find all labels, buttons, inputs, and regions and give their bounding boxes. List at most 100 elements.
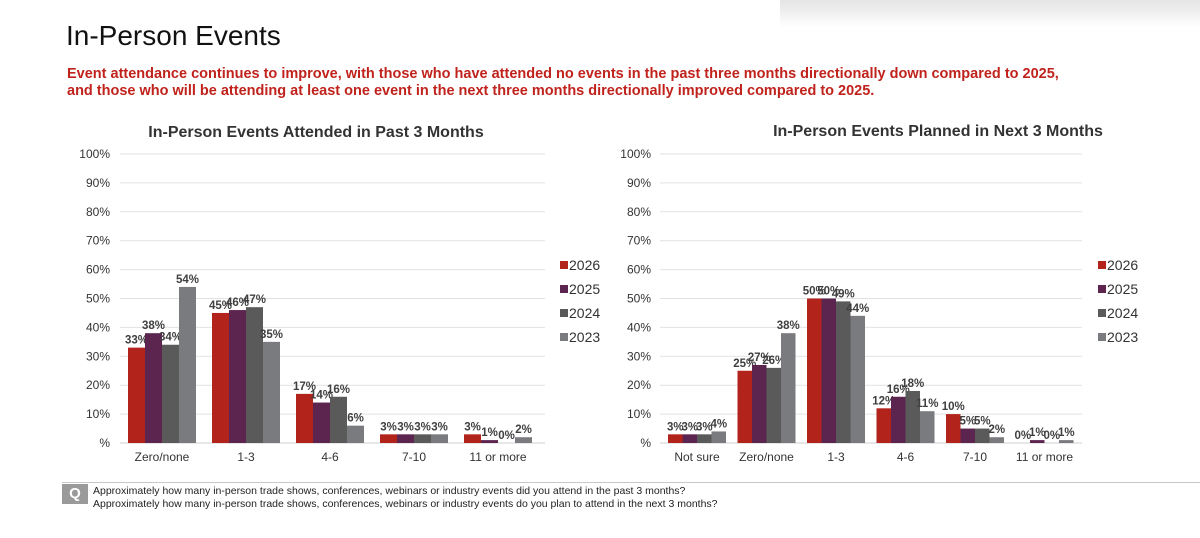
bar-2023 bbox=[850, 315, 865, 443]
legend-label: 2024 bbox=[569, 305, 600, 321]
bar-2025 bbox=[229, 310, 246, 443]
bar-2023 bbox=[920, 411, 935, 443]
y-tick-label: 10% bbox=[627, 407, 651, 421]
data-label: 49% bbox=[832, 288, 855, 300]
data-label: 1% bbox=[481, 427, 498, 439]
x-tick-label: 4-6 bbox=[897, 450, 915, 464]
data-label: 12% bbox=[872, 395, 895, 407]
data-label: 47% bbox=[243, 294, 266, 306]
data-label: 18% bbox=[901, 378, 924, 390]
data-label: 0% bbox=[498, 430, 515, 442]
legend-label: 2025 bbox=[569, 281, 600, 297]
bar-2023 bbox=[781, 333, 796, 443]
bar-2023 bbox=[431, 434, 448, 443]
bar-2024 bbox=[414, 434, 431, 443]
data-label: 25% bbox=[733, 358, 756, 370]
bar-2026 bbox=[737, 370, 752, 443]
legend-swatch-2025 bbox=[1098, 285, 1106, 293]
y-tick-label: 10% bbox=[86, 407, 110, 421]
bar-2026 bbox=[668, 434, 683, 443]
y-tick-label: 30% bbox=[627, 349, 651, 363]
bar-2024 bbox=[836, 301, 851, 443]
legend-label: 2026 bbox=[1107, 257, 1138, 273]
bar-2026 bbox=[464, 434, 481, 443]
data-label: 3% bbox=[464, 421, 481, 433]
data-label: 45% bbox=[209, 300, 232, 312]
legend-label: 2024 bbox=[1107, 305, 1138, 321]
data-label: 17% bbox=[293, 381, 316, 393]
bar-2025 bbox=[313, 402, 330, 443]
y-tick-label: 50% bbox=[86, 292, 110, 306]
data-label: 2% bbox=[988, 424, 1005, 436]
subtitle-line-2: and those who will be attending at least… bbox=[67, 83, 875, 99]
data-label: 44% bbox=[846, 303, 869, 315]
top-shadow bbox=[780, 0, 1200, 28]
data-label: 4% bbox=[710, 418, 727, 430]
data-label: 34% bbox=[159, 332, 182, 344]
bar-2024 bbox=[330, 396, 347, 443]
bar-2024 bbox=[162, 344, 179, 443]
data-label: 46% bbox=[226, 297, 249, 309]
question-icon: Q bbox=[62, 484, 88, 504]
data-label: 0% bbox=[1043, 430, 1060, 442]
legend-swatch-2025 bbox=[560, 285, 568, 293]
data-label: 5% bbox=[974, 416, 991, 428]
y-tick-label: 60% bbox=[627, 263, 651, 277]
data-label: 3% bbox=[667, 421, 684, 433]
x-tick-label: Zero/none bbox=[739, 450, 794, 464]
bar-2026 bbox=[296, 393, 313, 443]
y-tick-label: 80% bbox=[627, 205, 651, 219]
data-label: 3% bbox=[397, 421, 414, 433]
bar-2026 bbox=[128, 347, 145, 443]
x-tick-label: Not sure bbox=[674, 450, 720, 464]
bar-2024 bbox=[975, 428, 990, 443]
bar-2023 bbox=[711, 431, 726, 443]
y-tick-label: 20% bbox=[627, 378, 651, 392]
data-label: 50% bbox=[817, 286, 840, 298]
bar-2023 bbox=[179, 286, 196, 443]
bar-2025 bbox=[1030, 440, 1045, 443]
data-label: 3% bbox=[380, 421, 397, 433]
bar-2023 bbox=[1059, 440, 1074, 443]
bar-2025 bbox=[752, 364, 767, 443]
y-tick-label: 70% bbox=[627, 234, 651, 248]
bar-2024 bbox=[905, 390, 920, 443]
chart-title: In-Person Events Planned in Next 3 Month… bbox=[773, 123, 1103, 140]
bar-2023 bbox=[347, 425, 364, 443]
footer-questions: Approximately how many in-person trade s… bbox=[93, 485, 718, 511]
data-label: 54% bbox=[176, 274, 199, 286]
legend-label: 2026 bbox=[569, 257, 600, 273]
y-tick-label: 90% bbox=[86, 176, 110, 190]
bar-2026 bbox=[876, 408, 891, 443]
data-label: 3% bbox=[414, 421, 431, 433]
data-label: 1% bbox=[1058, 427, 1075, 439]
data-label: 3% bbox=[696, 421, 713, 433]
data-label: 3% bbox=[431, 421, 448, 433]
footer-divider bbox=[62, 482, 1200, 483]
x-tick-label: 11 or more bbox=[1016, 450, 1073, 464]
y-tick-label: 20% bbox=[86, 378, 110, 392]
x-tick-label: 7-10 bbox=[963, 450, 987, 464]
legend-swatch-2026 bbox=[1098, 261, 1106, 269]
legend-label: 2025 bbox=[1107, 281, 1138, 297]
legend-swatch-2023 bbox=[1098, 333, 1106, 341]
bar-2025 bbox=[145, 333, 162, 443]
data-label: 1% bbox=[1029, 427, 1046, 439]
bar-2023 bbox=[263, 341, 280, 443]
legend-swatch-2023 bbox=[560, 333, 568, 341]
data-label: 16% bbox=[327, 384, 350, 396]
bar-2025 bbox=[481, 440, 498, 443]
y-tick-label: 30% bbox=[86, 349, 110, 363]
y-tick-label: 100% bbox=[620, 147, 651, 161]
bar-2024 bbox=[246, 307, 263, 443]
bar-2025 bbox=[397, 434, 414, 443]
x-tick-label: 4-6 bbox=[321, 450, 339, 464]
y-tick-label: % bbox=[640, 436, 651, 450]
legend-swatch-2024 bbox=[560, 309, 568, 317]
page-title: In-Person Events bbox=[66, 20, 281, 51]
y-tick-label: 50% bbox=[627, 292, 651, 306]
y-tick-label: 40% bbox=[627, 320, 651, 334]
y-tick-label: 90% bbox=[627, 176, 651, 190]
bar-2025 bbox=[682, 434, 697, 443]
bar-2024 bbox=[766, 367, 781, 443]
